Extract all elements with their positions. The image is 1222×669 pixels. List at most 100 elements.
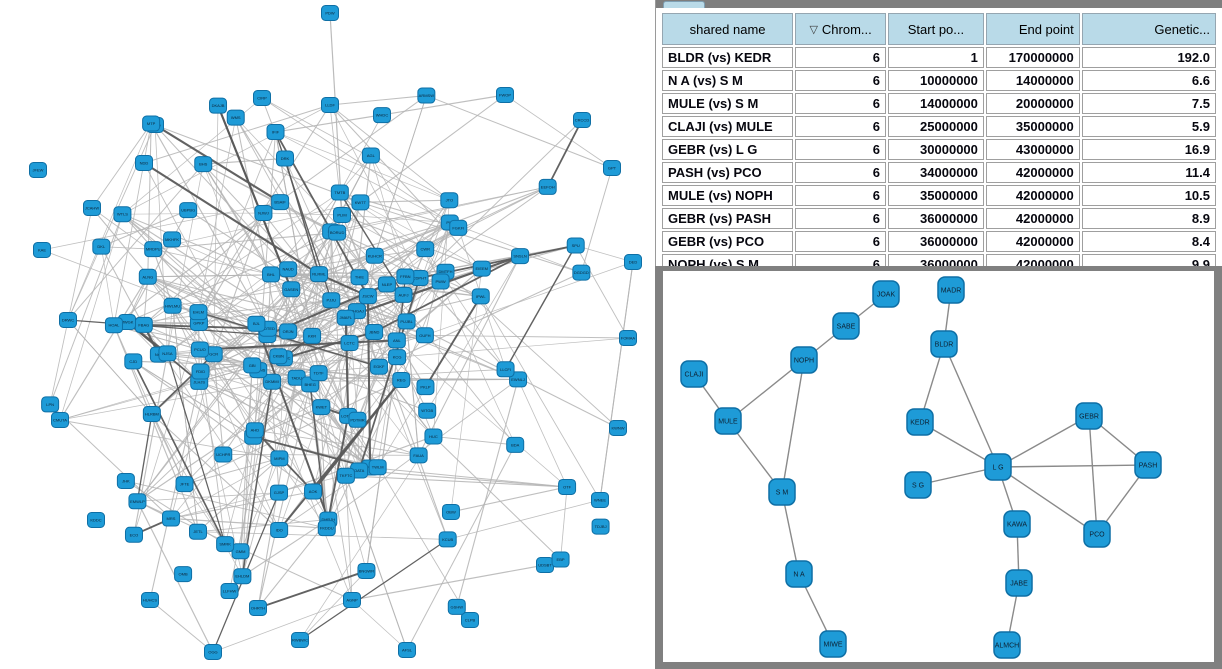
- network-node[interactable]: UCHPR: [214, 446, 233, 463]
- network-node[interactable]: FFBN: [396, 268, 415, 285]
- network-node[interactable]: CLPB: [461, 612, 479, 628]
- network-node[interactable]: AGL: [361, 147, 380, 164]
- network-node[interactable]: DKMMI: [263, 373, 282, 390]
- network-node[interactable]: IDO: [270, 521, 289, 538]
- table-cell[interactable]: 170000000: [985, 47, 1080, 68]
- table-cell[interactable]: N A (vs) S M: [662, 70, 794, 91]
- network-node[interactable]: WHDC: [372, 107, 391, 124]
- network-node[interactable]: KKR: [303, 327, 322, 344]
- network-node-madr[interactable]: MADR: [937, 276, 965, 304]
- network-node[interactable]: LLFHW: [220, 583, 239, 600]
- table-cell[interactable]: 34000000: [888, 162, 984, 183]
- network-node-claji[interactable]: CLAJI: [680, 360, 708, 388]
- network-node[interactable]: KWTT: [351, 194, 370, 211]
- network-node[interactable]: KCG: [388, 349, 407, 366]
- network-node[interactable]: PLIM: [333, 207, 351, 223]
- network-edge-noph-s-m[interactable]: [781, 359, 805, 493]
- network-node[interactable]: TWLM: [368, 459, 387, 476]
- table-row[interactable]: GEBR (vs) L G 6 30000000 43000000 16.9: [662, 139, 1216, 160]
- network-node-sabe[interactable]: SABE: [832, 312, 860, 340]
- network-node[interactable]: EHLM: [189, 304, 208, 321]
- network-node-noph[interactable]: NOPH: [790, 346, 818, 374]
- network-edge-l-g-gebr[interactable]: [997, 415, 1090, 468]
- table-cell[interactable]: 6: [795, 93, 887, 114]
- table-cell[interactable]: GEBR (vs) PASH: [662, 208, 794, 229]
- network-node[interactable]: JBND: [365, 324, 384, 341]
- network-node[interactable]: JSCW: [358, 288, 377, 305]
- table-row[interactable]: GEBR (vs) PASH 6 36000000 42000000 8.9: [662, 208, 1216, 229]
- network-node[interactable]: BNGWR: [357, 562, 376, 579]
- overview-network-canvas[interactable]: PLIMJFEWHUNGNDDKAEDRWCJCAHWCIRPLLDFFWOPC…: [0, 0, 655, 669]
- network-node[interactable]: EWNLJ: [509, 371, 528, 388]
- network-node[interactable]: MKHFK: [163, 231, 182, 248]
- table-cell[interactable]: 10000000: [888, 70, 984, 91]
- table-row[interactable]: PASH (vs) PCO 6 34000000 42000000 11.4: [662, 162, 1216, 183]
- network-node[interactable]: PUJBL: [397, 313, 416, 330]
- filter-funnel-icon[interactable]: ▽: [809, 23, 818, 36]
- network-node[interactable]: CWR: [416, 241, 435, 258]
- network-node[interactable]: FKDDU: [317, 520, 336, 537]
- network-node[interactable]: WTGB: [418, 402, 437, 419]
- network-node-joak[interactable]: JOAK: [872, 280, 900, 308]
- network-node[interactable]: BORUD: [328, 224, 347, 241]
- network-node[interactable]: REG: [392, 371, 411, 388]
- network-node[interactable]: EMWLP: [128, 493, 147, 510]
- table-cell[interactable]: 43000000: [985, 139, 1080, 160]
- network-node[interactable]: BDA: [506, 436, 525, 453]
- network-node[interactable]: WNEE: [591, 492, 609, 508]
- table-cell[interactable]: BLDR (vs) KEDR: [662, 47, 794, 68]
- network-node[interactable]: ALNG: [138, 268, 157, 285]
- network-node[interactable]: FDID: [191, 363, 210, 380]
- network-node[interactable]: DGDGD: [572, 264, 591, 281]
- network-node[interactable]: OBW: [441, 503, 460, 520]
- network-node[interactable]: TKFTC: [336, 467, 355, 484]
- network-node[interactable]: HUHCS: [141, 592, 159, 608]
- network-node[interactable]: FWOP: [496, 87, 514, 103]
- network-node[interactable]: LCTC: [340, 334, 359, 351]
- network-node[interactable]: GPT: [603, 160, 621, 176]
- table-cell[interactable]: PASH (vs) PCO: [662, 162, 794, 183]
- network-node[interactable]: GASEN: [282, 281, 301, 298]
- network-node[interactable]: JFEW: [29, 162, 47, 178]
- table-cell[interactable]: GEBR (vs) PCO: [662, 231, 794, 252]
- column-header-chrom[interactable]: ▽ Chrom...: [795, 13, 887, 45]
- table-cell[interactable]: 1: [888, 47, 984, 68]
- network-node[interactable]: PKLP: [416, 379, 435, 396]
- network-node[interactable]: WTLS: [113, 206, 132, 223]
- network-node[interactable]: TDTF: [309, 365, 328, 382]
- network-node[interactable]: AOK: [304, 483, 323, 500]
- network-node[interactable]: JHK: [116, 473, 135, 490]
- network-node[interactable]: OMB: [174, 566, 193, 583]
- network-node[interactable]: MIPM: [270, 450, 289, 467]
- detail-network-canvas[interactable]: JOAK MADR SABE BLDR NOPH CLAJI GEBR MULE KEDR L G…: [663, 271, 1214, 662]
- network-node[interactable]: AFSL: [398, 642, 416, 658]
- network-edge-gebr-pco[interactable]: [1088, 415, 1098, 535]
- network-node[interactable]: EBP: [551, 551, 570, 568]
- network-edge-noph-mule[interactable]: [727, 359, 805, 422]
- network-node[interactable]: FAUA: [409, 447, 428, 464]
- table-cell[interactable]: 16.9: [1081, 139, 1216, 160]
- network-node[interactable]: OHRTH: [249, 600, 267, 616]
- network-node[interactable]: FOMAA: [619, 330, 637, 346]
- network-node-almch[interactable]: ALMCH: [993, 631, 1021, 659]
- network-node[interactable]: NDD: [135, 155, 153, 171]
- network-node[interactable]: JETL: [189, 523, 208, 540]
- network-node[interactable]: BHS: [194, 156, 213, 173]
- table-cell[interactable]: 6: [795, 162, 887, 183]
- network-node[interactable]: BSAIF: [271, 194, 290, 211]
- network-node[interactable]: GMM: [231, 543, 250, 560]
- table-row[interactable]: N A (vs) S M 6 10000000 14000000 6.6: [662, 70, 1216, 91]
- network-node[interactable]: DRWC: [59, 312, 77, 328]
- network-node[interactable]: KCUB: [438, 531, 457, 548]
- network-node[interactable]: BHL: [262, 266, 281, 283]
- network-node[interactable]: GBI: [243, 357, 262, 374]
- table-cell[interactable]: GEBR (vs) L G: [662, 139, 794, 160]
- network-node[interactable]: PJJU: [322, 292, 341, 309]
- table-cell[interactable]: 6: [795, 70, 887, 91]
- network-node[interactable]: DKAJB: [209, 97, 228, 114]
- network-node[interactable]: THIE: [350, 269, 369, 286]
- network-node[interactable]: CRCCD: [573, 112, 591, 128]
- network-node[interactable]: ECO: [124, 526, 143, 543]
- network-node[interactable]: EHLDM: [233, 568, 252, 585]
- table-row[interactable]: GEBR (vs) PCO 6 36000000 42000000 8.4: [662, 231, 1216, 252]
